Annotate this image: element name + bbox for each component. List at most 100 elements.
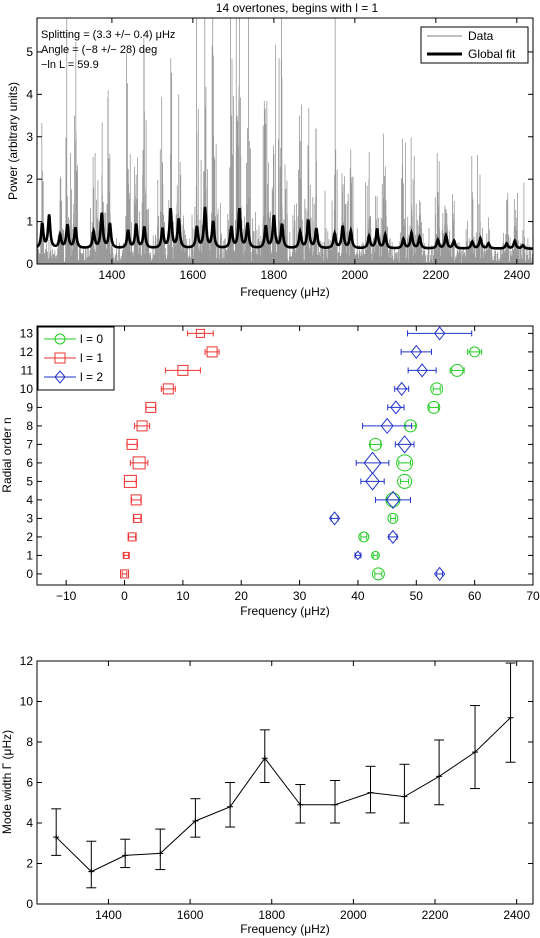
spectrum-title: 14 overtones, begins with l = 1 [216,1,379,15]
l1-point-marker [136,420,148,432]
radial-order-x-tick-label: 20 [235,589,249,603]
l2-point-marker [433,326,446,341]
radial-order-y-tick-label: 12 [20,345,34,359]
spectrum-x-tick-label: 2400 [503,268,530,282]
l2-point-marker [387,529,399,545]
l2-point-marker [385,490,401,510]
radial-order-y-tick-label: 13 [20,326,34,340]
radial-order-x-tick-label: 30 [293,589,307,603]
radial-order-data-layer [120,326,483,582]
l1-point-marker [123,474,137,488]
l0-point-marker [427,400,441,414]
legend-l0-marker [54,333,66,345]
angle-annotation: Angle = (−8 +/− 28) deg [41,44,157,56]
radial-order-x-tick-label: −10 [56,589,77,603]
spectrum-y-tick-label: 2 [26,172,33,186]
radial-order-y-tick-label: 1 [26,548,33,562]
mode-width-y-tick-label: 0 [26,897,33,911]
mode-width-x-tick-label: 2200 [422,908,449,922]
l2-point-marker [397,435,412,454]
l0-point-marker [371,567,385,581]
radial-order-y-tick-label: 2 [26,530,33,544]
radial-order-y-tick-label: 8 [26,419,33,433]
l0-point-marker [396,454,414,472]
l0-point-marker [368,437,382,451]
l1-point-marker [195,328,205,338]
legend-l1-marker [54,352,66,364]
spectrum-y-tick-label: 3 [26,130,33,144]
spectrum-x-tick-label: 1400 [99,268,126,282]
l2-point-marker [396,381,408,397]
radial-order-y-tick-label: 7 [26,437,33,451]
l1-point-marker [177,364,189,376]
l2-point-marker [365,472,380,491]
spectrum-x-tick-label: 2200 [422,268,449,282]
l1-point-marker [132,513,142,523]
spectrum-x-tick-label: 1800 [261,268,288,282]
l1-point-marker [145,401,157,413]
radial-order-y-tick-label: 10 [20,382,34,396]
spectrum-ticks: 1400 1600 1800 2000 2200 2400 0 1 2 3 4 5 [26,18,533,282]
spectrum-y-tick-label: 0 [26,257,33,271]
legend-fit-label: Global fit [468,47,516,61]
mode-width-x-label: Frequency (μHz) [240,922,330,936]
l2-point-marker [353,550,362,561]
mode-width-y-tick-label: 12 [20,654,34,668]
legend-l1-label: l = 1 [80,351,103,365]
mode-width-y-tick-label: 4 [26,816,33,830]
spectrum-panel: 14 overtones, begins with l = 1 1400 1600… [6,1,534,299]
mode-width-y-tick-label: 8 [26,735,33,749]
radial-order-y-tick-label: 4 [26,493,33,507]
mode-width-y-label: Mode width Γ (μHz) [0,730,14,834]
l0-point-marker [370,550,380,560]
radial-order-x-tick-label: 10 [176,589,190,603]
l0-point-marker [430,382,444,396]
mode-width-x-tick-label: 1400 [95,908,122,922]
mode-width-y-tick-label: 10 [20,695,34,709]
l1-point-marker [132,456,146,470]
radial-order-legend: l = 0 l = 1 l = 2 [37,326,115,391]
spectrum-y-tick-label: 1 [26,215,33,229]
mode-width-ticks: 1400 1600 1800 2000 2200 2400 0 2 4 6 8 10 12 [20,654,533,922]
l0-point-marker [469,346,481,358]
likelihood-annotation: −ln L = 59.9 [41,59,99,71]
spectrum-axes-frame [36,17,534,265]
radial-order-y-tick-label: 3 [26,511,33,525]
mode-width-x-tick-label: 1600 [177,908,204,922]
mode-width-x-tick-label: 2400 [503,908,530,922]
l2-point-marker [380,417,394,435]
mode-width-panel: 1400 1600 1800 2000 2200 2400 0 2 4 6 8 10 12 Freque… [0,654,534,936]
l0-point-marker [397,473,413,489]
spectrum-y-label: Power (arbitrary units) [6,82,20,200]
legend-l2-marker [54,370,66,384]
radial-order-x-tick-label: 50 [410,589,424,603]
l2-point-marker [390,400,402,415]
global-fit-line [36,206,534,250]
l2-point-marker [328,511,341,526]
radial-order-x-tick-label: 70 [526,589,540,603]
mode-width-data-layer [51,662,516,889]
spectrum-x-label: Frequency (μHz) [240,285,330,299]
mode-width-x-tick-label: 1800 [258,908,285,922]
l1-point-marker [126,438,138,450]
legend-data-label: Data [468,29,494,43]
mode-width-y-tick-label: 6 [26,776,33,790]
radial-order-axes-frame [36,325,534,586]
spectrum-legend-box [420,26,529,64]
l2-point-marker [433,566,446,582]
mode-width-line [55,717,511,873]
spectrum-x-tick-label: 2000 [341,268,368,282]
l1-point-marker [120,569,130,579]
spectrum-y-tick-label: 5 [26,45,33,59]
l0-point-marker [358,531,370,543]
radial-order-y-tick-label: 6 [26,456,33,470]
l1-point-marker [122,551,130,559]
l0-point-marker [450,363,464,377]
spectrum-x-tick-label: 1600 [180,268,207,282]
l0-point-marker [387,512,399,524]
l2-point-marker [416,363,428,378]
spectrum-legend: Data Global fit [420,26,529,64]
